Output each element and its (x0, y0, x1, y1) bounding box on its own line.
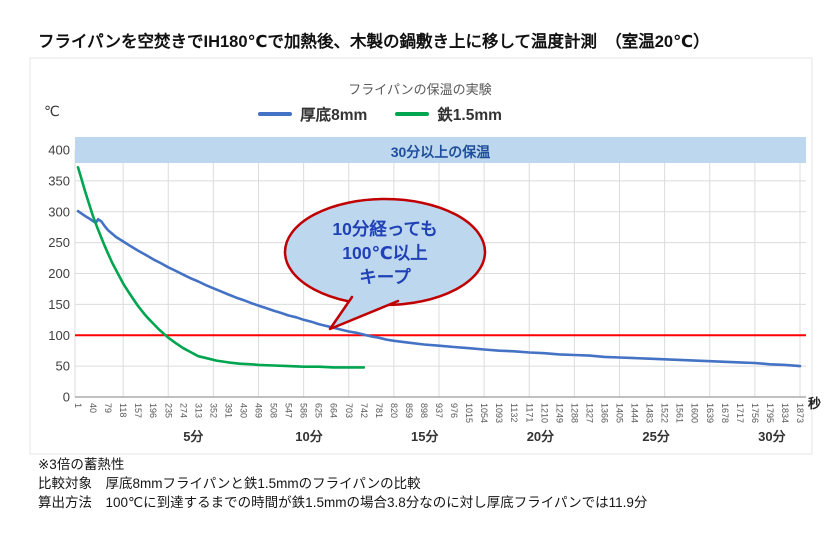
footnote-line-3: 算出方法 100℃に到達するまでの時間が鉄1.5mmの場合3.8分なのに対し厚底… (38, 495, 648, 510)
x-axis-minute-label: 25分 (642, 429, 670, 444)
callout-line-3: キープ (359, 267, 411, 287)
legend: 厚底8mm 鉄1.5mm (0, 103, 760, 125)
svg-text:200: 200 (48, 266, 70, 281)
svg-text:586: 586 (299, 403, 309, 418)
svg-text:1756: 1756 (750, 403, 760, 423)
svg-text:400: 400 (48, 143, 70, 158)
insulation-band-label: 30分以上の保温 (390, 144, 491, 160)
x-axis-minute-label: 5分 (183, 429, 204, 444)
svg-text:1561: 1561 (675, 403, 685, 423)
svg-text:1366: 1366 (599, 403, 609, 423)
svg-text:781: 781 (374, 403, 384, 418)
svg-text:350: 350 (48, 173, 70, 188)
svg-text:976: 976 (449, 403, 459, 418)
x-axis-minute-labels: 5分 10分 15分 20分 25分 30分 (0, 426, 840, 446)
svg-text:313: 313 (193, 403, 203, 418)
svg-text:118: 118 (118, 403, 128, 417)
svg-text:50: 50 (56, 359, 70, 374)
y-tick-labels: 400 350 300 250 200 150 100 50 0 (48, 143, 70, 405)
svg-text:547: 547 (284, 403, 294, 418)
svg-text:1639: 1639 (705, 403, 715, 423)
svg-text:40: 40 (88, 403, 98, 413)
x-axis-unit-label: 秒 (808, 396, 822, 411)
svg-text:1834: 1834 (780, 403, 790, 423)
svg-text:391: 391 (223, 403, 233, 418)
svg-text:300: 300 (48, 204, 70, 219)
svg-text:742: 742 (359, 403, 369, 418)
svg-text:250: 250 (48, 235, 70, 250)
speech-bubble-tail (328, 295, 400, 331)
svg-text:1327: 1327 (584, 403, 594, 423)
svg-text:430: 430 (238, 403, 248, 418)
svg-text:1093: 1093 (494, 403, 504, 423)
footnote: ※3倍の蓄熱性 比較対象 厚底8mmフライパンと鉄1.5mmのフライパンの比較 … (38, 455, 647, 512)
svg-text:1873: 1873 (795, 403, 805, 423)
svg-text:1795: 1795 (765, 403, 775, 423)
series-color-swatch-blue (258, 112, 293, 116)
svg-text:196: 196 (148, 403, 158, 418)
insulation-band (75, 137, 806, 163)
footnote-line-2: 比較対象 厚底8mmフライパンと鉄1.5mmのフライパンの比較 (38, 476, 421, 491)
legend-label: 厚底8mm (300, 107, 368, 124)
svg-text:703: 703 (344, 403, 354, 418)
svg-text:274: 274 (178, 403, 188, 418)
speech-bubble (283, 197, 487, 331)
chart-title: フライパンの保温の実験 (348, 82, 492, 97)
svg-text:235: 235 (163, 403, 173, 418)
svg-text:1522: 1522 (660, 403, 670, 423)
svg-text:469: 469 (254, 403, 264, 418)
svg-text:1678: 1678 (720, 403, 730, 423)
svg-text:1171: 1171 (524, 403, 534, 422)
svg-text:100: 100 (48, 328, 70, 343)
svg-text:1717: 1717 (735, 403, 745, 423)
svg-text:79: 79 (103, 403, 113, 413)
svg-text:1444: 1444 (630, 403, 640, 423)
y-axis-unit-label: ℃ (44, 103, 60, 119)
svg-text:937: 937 (434, 403, 444, 418)
footnote-line-1: ※3倍の蓄熱性 (38, 457, 125, 472)
page-title: フライパンを空焚きでIH180℃で加熱後、木製の鍋敷き上に移して温度計測 （室温… (38, 33, 710, 51)
callout-line-2: 100℃以上 (342, 243, 428, 263)
legend-item-thick-8mm: 厚底8mm (258, 103, 367, 125)
chart-frame (29, 57, 813, 455)
x-axis-minute-label: 20分 (526, 429, 555, 444)
svg-text:664: 664 (329, 403, 339, 418)
callout-text: 10分経っても 100℃以上 キープ (287, 217, 483, 289)
svg-text:1483: 1483 (645, 403, 655, 423)
svg-text:1054: 1054 (479, 403, 489, 423)
svg-text:1132: 1132 (509, 403, 519, 422)
svg-text:150: 150 (48, 297, 70, 312)
callout-line-1: 10分経っても (332, 219, 438, 239)
svg-text:508: 508 (269, 403, 279, 418)
legend-item-iron-1-5mm: 鉄1.5mm (395, 103, 502, 125)
svg-text:1600: 1600 (690, 403, 700, 423)
svg-text:1015: 1015 (464, 403, 474, 423)
x-tick-labels: 1 40 79 118 157 196 235 274 313 352 391 430 469 508 54… (73, 403, 805, 423)
svg-text:157: 157 (133, 403, 143, 418)
legend-label: 鉄1.5mm (437, 107, 502, 124)
series-line-1 (76, 166, 366, 369)
vertical-gridlines (74, 150, 801, 397)
svg-text:352: 352 (208, 403, 218, 418)
svg-text:898: 898 (419, 403, 429, 418)
svg-text:820: 820 (389, 403, 399, 418)
svg-text:0: 0 (63, 390, 70, 405)
x-axis-minute-label: 10分 (295, 429, 323, 444)
x-axis-minute-label: 15分 (410, 429, 439, 444)
series-color-swatch-green (395, 112, 430, 116)
x-axis-minute-label: 30分 (758, 429, 786, 444)
svg-text:1249: 1249 (554, 403, 564, 423)
svg-text:1288: 1288 (569, 403, 579, 423)
svg-text:1405: 1405 (615, 403, 625, 423)
svg-text:1210: 1210 (539, 403, 549, 423)
svg-text:625: 625 (314, 403, 324, 418)
svg-text:1: 1 (73, 403, 83, 408)
series-line-0 (76, 209, 802, 368)
svg-text:859: 859 (404, 403, 414, 418)
